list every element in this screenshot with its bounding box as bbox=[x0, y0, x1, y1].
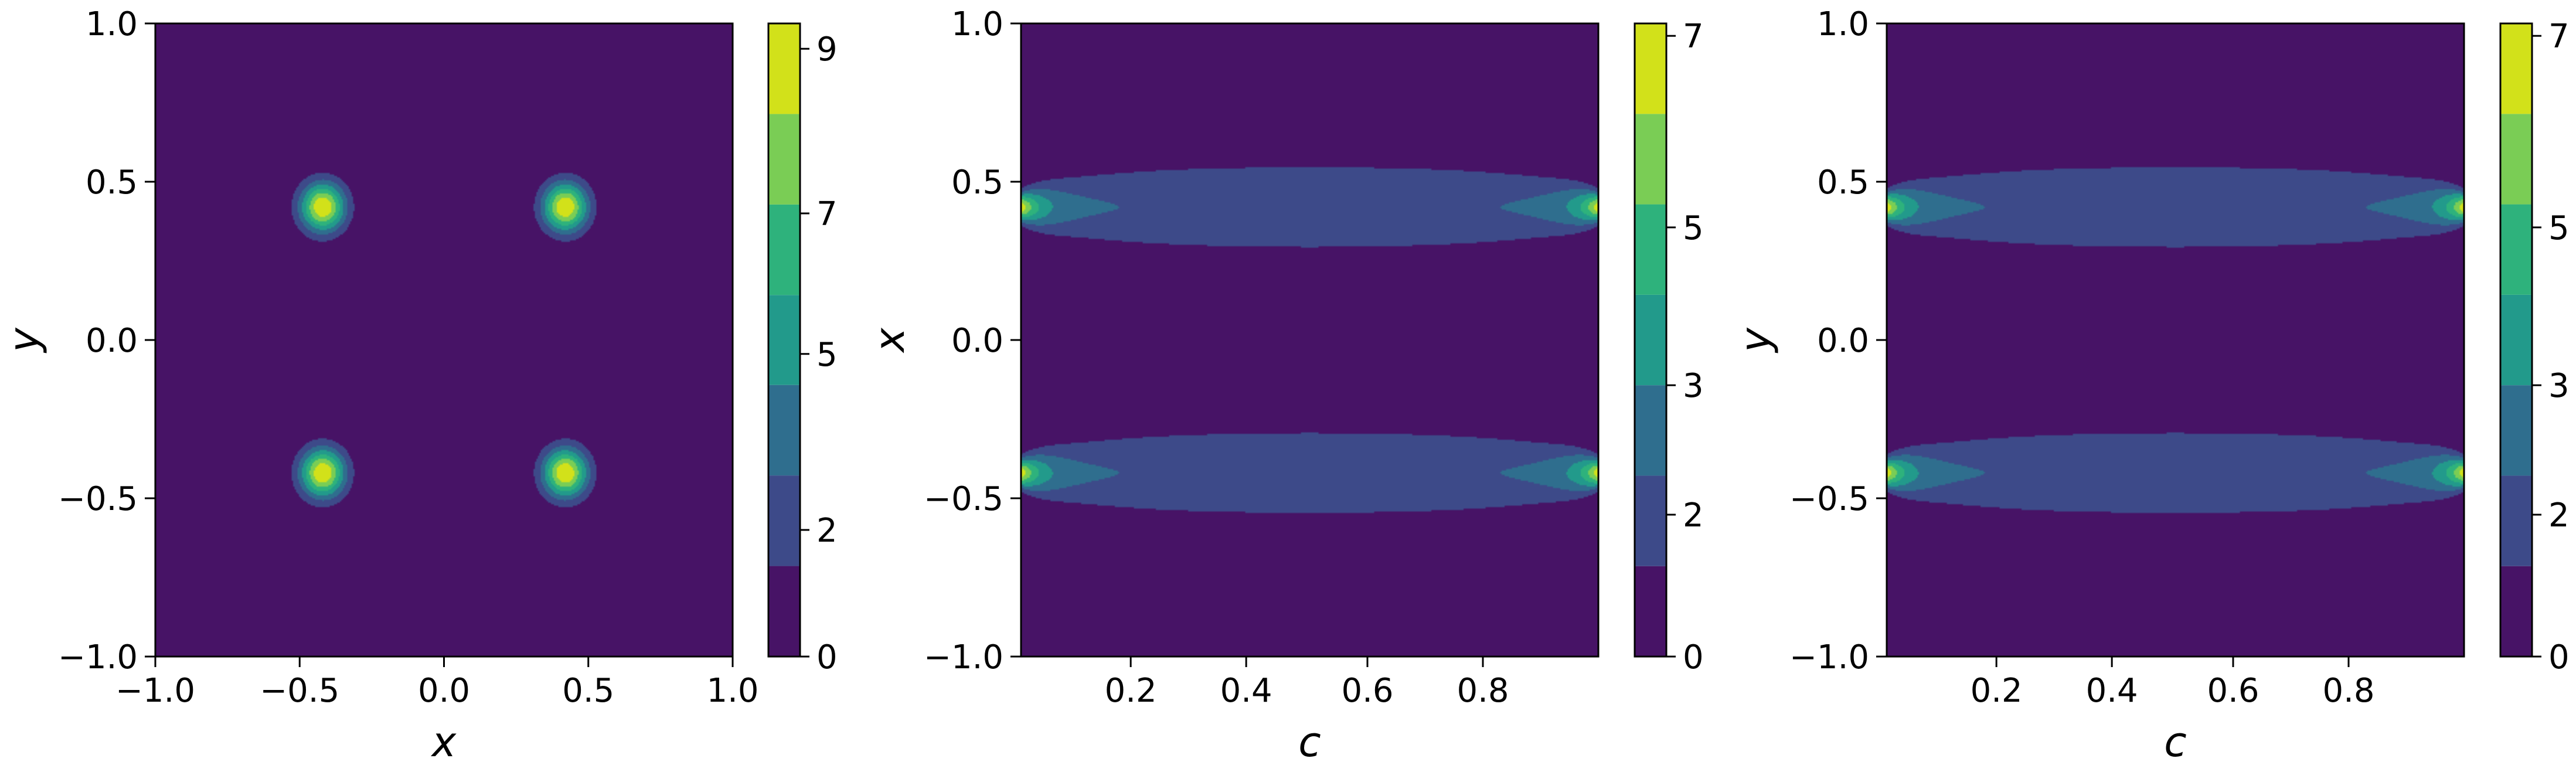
colorbar: 0 2 3 5 7 bbox=[1634, 18, 1704, 676]
x-axis-label: c bbox=[2164, 718, 2187, 765]
colorbar-tick-label: 3 bbox=[1683, 367, 1704, 405]
y-tick-label: −1.0 bbox=[1789, 638, 1869, 676]
colorbar-tick-label: 9 bbox=[816, 30, 838, 69]
colorbar-frame bbox=[1634, 22, 1668, 658]
colorbar-segment bbox=[2500, 475, 2532, 566]
colorbar-tick-label: 7 bbox=[816, 195, 838, 233]
colorbar-segment bbox=[2500, 204, 2532, 295]
x-tick-label: 1.0 bbox=[706, 672, 758, 710]
x-tick-label: 0.6 bbox=[2207, 672, 2259, 710]
y-axis-label: y bbox=[1731, 327, 1779, 353]
x-tick-label: −1.0 bbox=[115, 672, 195, 710]
colorbar-tick-label: 7 bbox=[2548, 18, 2570, 56]
y-tick-label: −1.0 bbox=[58, 638, 138, 676]
contour-fill bbox=[1887, 23, 2464, 657]
y-tick-label: −0.5 bbox=[1789, 480, 1869, 518]
y-tick-label: −1.0 bbox=[924, 638, 1003, 676]
y-tick-label: −0.5 bbox=[58, 480, 138, 518]
colorbar-segment bbox=[1635, 204, 1666, 295]
colorbar-tick-label: 5 bbox=[816, 336, 838, 374]
colorbar-segment bbox=[768, 23, 800, 114]
colorbar-tick-label: 5 bbox=[1683, 209, 1704, 247]
colorbar-frame bbox=[767, 22, 801, 658]
y-tick-label: 1.0 bbox=[951, 5, 1003, 43]
x-tick-label: 0.2 bbox=[1971, 672, 2023, 710]
x-axis-label: x bbox=[431, 718, 457, 765]
x-axis-label: c bbox=[1298, 718, 1321, 765]
y-tick-label: 0.0 bbox=[86, 322, 138, 360]
y-tick-label: −0.5 bbox=[924, 480, 1003, 518]
colorbar-tick-label: 2 bbox=[1683, 497, 1704, 535]
colorbar-tick-label: 2 bbox=[2548, 497, 2570, 535]
colorbar-tick-label: 3 bbox=[2548, 367, 2570, 405]
colorbar-segment bbox=[768, 295, 800, 385]
panel-1: −1.0 −0.5 0.0 0.5 1.0 −1.0 −0.5 0.0 0.5 1.0 x y 0 2 5 7… bbox=[0, 5, 838, 765]
y-tick-label: 1.0 bbox=[86, 5, 138, 43]
colorbar-segment bbox=[1635, 566, 1666, 657]
colorbar-frame bbox=[2499, 22, 2533, 658]
x-tick-label: 0.0 bbox=[418, 672, 470, 710]
colorbar-tick-label: 0 bbox=[816, 638, 838, 676]
y-tick-label: 0.0 bbox=[951, 322, 1003, 360]
contour-fill bbox=[155, 23, 733, 657]
x-tick-label: 0.2 bbox=[1105, 672, 1157, 710]
x-tick-label: 0.5 bbox=[562, 672, 614, 710]
x-tick-label: 0.8 bbox=[2322, 672, 2374, 710]
colorbar-segment bbox=[2500, 566, 2532, 657]
colorbar-tick-label: 5 bbox=[2548, 209, 2570, 247]
y-axis-label: y bbox=[0, 327, 48, 353]
colorbar-segment bbox=[2500, 114, 2532, 205]
colorbar: 0 2 3 5 7 bbox=[2499, 18, 2570, 676]
y-tick-label: 1.0 bbox=[1817, 5, 1869, 43]
colorbar: 0 2 5 7 9 bbox=[767, 22, 838, 676]
x-tick-label: 0.6 bbox=[1341, 672, 1393, 710]
colorbar-segment bbox=[2500, 385, 2532, 476]
x-tick-label: 0.4 bbox=[2086, 672, 2138, 710]
x-tick-label: −0.5 bbox=[260, 672, 339, 710]
colorbar-segment bbox=[1635, 385, 1666, 476]
colorbar-tick-label: 7 bbox=[1683, 18, 1704, 56]
colorbar-tick-label: 0 bbox=[2548, 638, 2570, 676]
colorbar-tick-label: 2 bbox=[816, 512, 838, 550]
panel-3: 0.2 0.4 0.6 0.8 −1.0 −0.5 0.0 0.5 1.0 c y 0 2 3 5 7 bbox=[1731, 5, 2570, 765]
colorbar-segment bbox=[1635, 475, 1666, 566]
y-axis-label: x bbox=[866, 328, 914, 353]
y-tick-label: 0.5 bbox=[951, 164, 1003, 202]
panel-2: 0.2 0.4 0.6 0.8 −1.0 −0.5 0.0 0.5 1.0 c x 0 2 3 5 7 bbox=[866, 5, 1704, 765]
x-tick-label: 0.8 bbox=[1457, 672, 1509, 710]
colorbar-segment bbox=[2500, 294, 2532, 386]
colorbar-segment bbox=[768, 475, 800, 566]
y-tick-label: 0.5 bbox=[86, 164, 138, 202]
colorbar-segment bbox=[768, 114, 800, 205]
colorbar-segment bbox=[2500, 23, 2532, 114]
colorbar-segment bbox=[768, 385, 800, 476]
colorbar-tick-label: 0 bbox=[1683, 638, 1704, 676]
y-tick-label: 0.0 bbox=[1817, 322, 1869, 360]
colorbar-segment bbox=[768, 204, 800, 295]
colorbar-segment bbox=[1635, 294, 1666, 386]
colorbar-segment bbox=[1635, 114, 1666, 205]
colorbar-segment bbox=[768, 566, 800, 657]
y-tick-label: 0.5 bbox=[1817, 164, 1869, 202]
colorbar-segment bbox=[1635, 23, 1666, 114]
contour-fill bbox=[1021, 23, 1598, 657]
x-tick-label: 0.4 bbox=[1220, 672, 1272, 710]
